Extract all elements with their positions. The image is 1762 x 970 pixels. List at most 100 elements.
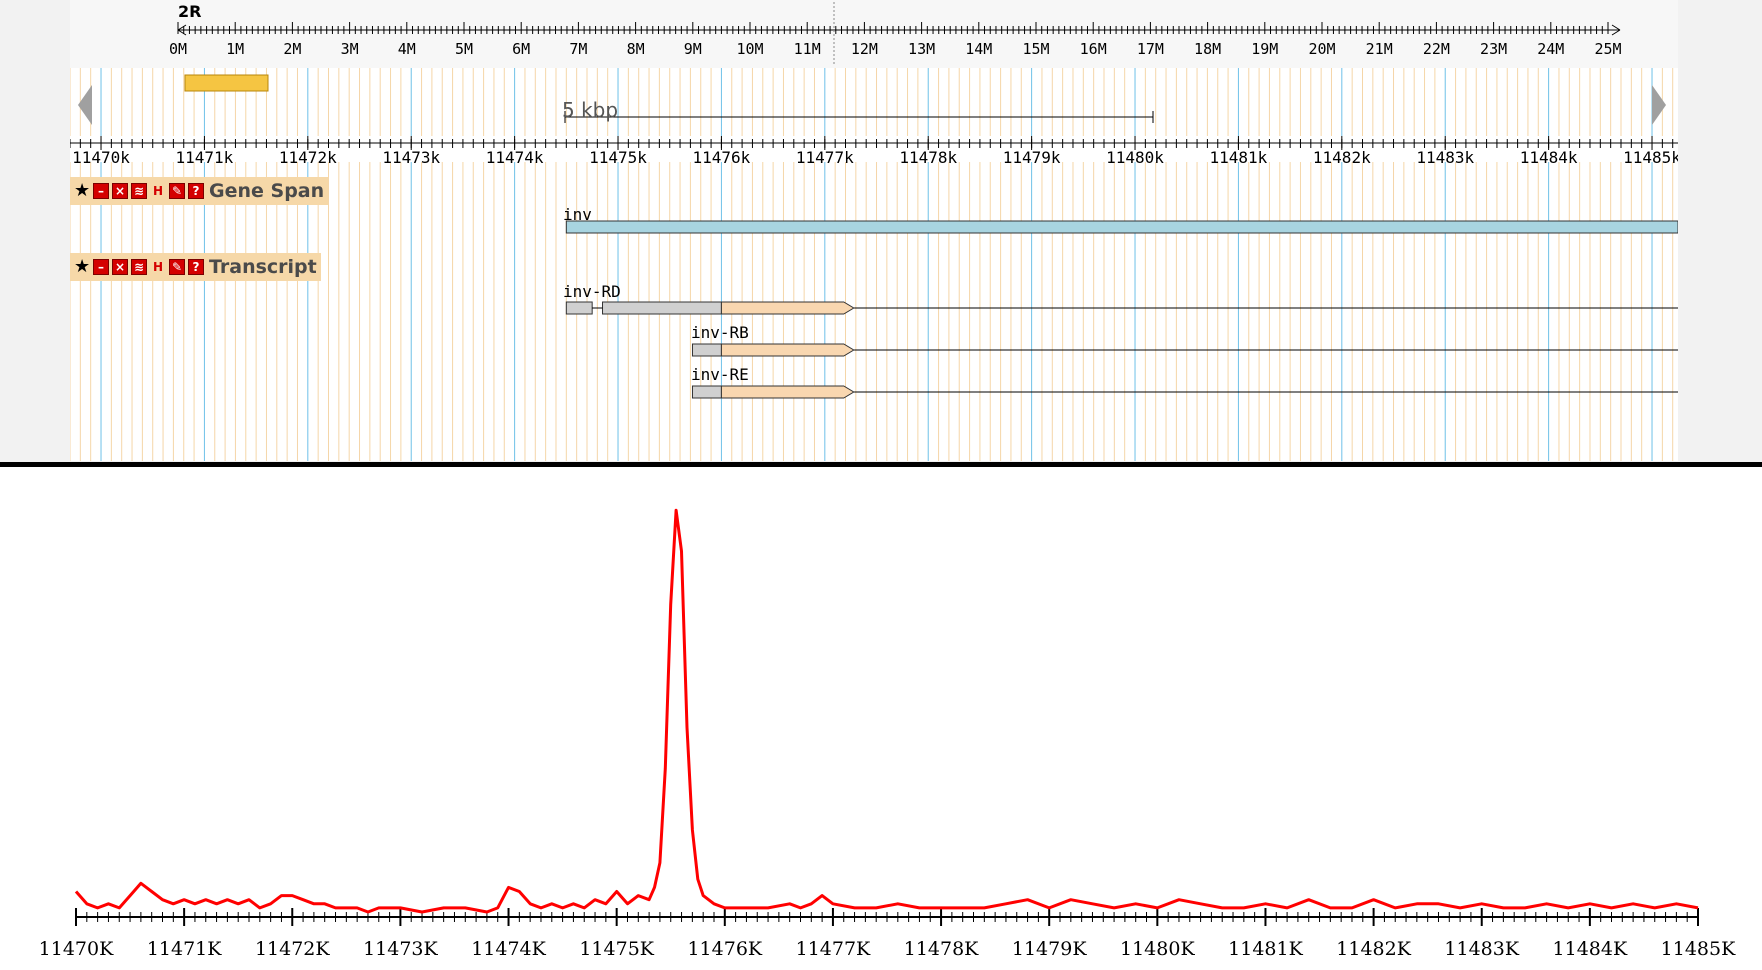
overview-ruler[interactable]: 2R 0M 1M 2M 3M 4M 5M 6M 7M 8M 9M 10M 11M 12M 13M 14M 15M… <box>70 0 1678 68</box>
ruler-tick-label: 11484k <box>1520 148 1578 167</box>
ruler-tick-label: 11473k <box>382 148 440 167</box>
overview-tick-label: 5M <box>455 40 473 58</box>
help-icon[interactable]: ? <box>188 259 204 275</box>
signal-tick-label: 11475K <box>579 938 654 960</box>
star-icon[interactable]: ★ <box>73 180 91 201</box>
signal-tick-label: 11482K <box>1336 938 1411 960</box>
signal-tick-label: 11485K <box>1661 938 1736 960</box>
overview-tick-label: 21M <box>1366 40 1393 58</box>
transcript-label: inv-RD <box>563 282 621 301</box>
panel-divider <box>0 462 1762 467</box>
overview-arrows <box>177 24 1621 36</box>
signal-tick-label: 11480K <box>1120 938 1195 960</box>
overview-tick-label: 8M <box>627 40 645 58</box>
scroll-right-icon[interactable] <box>1652 85 1666 125</box>
detail-tracks[interactable]: 11470k 11471k 11472k 11473k 11474k 11475k 1147… <box>70 68 1678 461</box>
ruler-tick-label: 11470k <box>72 148 130 167</box>
ruler-tick-label: 11480k <box>1106 148 1164 167</box>
cds-block <box>720 301 855 315</box>
bookmark-icon[interactable]: H <box>152 184 164 198</box>
ruler-tick-label: 11482k <box>1313 148 1371 167</box>
configure-icon[interactable]: ✎ <box>169 259 185 275</box>
overview-tick-label: 1M <box>226 40 244 58</box>
signal-tick-label: 11473K <box>363 938 438 960</box>
chromosome-overview[interactable]: 2R 0M 1M 2M 3M 4M 5M 6M 7M 8M 9M 10M 11M 12M 13M 14M 15M… <box>70 0 1678 68</box>
ruler-tick-label: 11483k <box>1416 148 1474 167</box>
utr-block <box>691 385 722 399</box>
overview-tick-label: 19M <box>1251 40 1278 58</box>
ruler-tick-label: 11477k <box>796 148 854 167</box>
star-icon[interactable]: ★ <box>73 256 91 277</box>
signal-tick-label: 11481K <box>1228 938 1303 960</box>
detail-background <box>70 68 1678 461</box>
ruler-background <box>70 136 1678 162</box>
overview-highlight <box>184 74 269 92</box>
overview-tick-label: 11M <box>794 40 821 58</box>
overview-tick-label: 12M <box>851 40 878 58</box>
cds-block <box>720 385 855 399</box>
bookmark-icon[interactable]: H <box>152 260 164 274</box>
track-name: Transcript <box>209 256 317 278</box>
utr-block <box>691 343 722 357</box>
signal-chart: 11470K 11471K 11472K 11473K 11474K 11475K 1147… <box>39 508 1736 960</box>
overview-tick-label: 3M <box>341 40 359 58</box>
track-label-transcript[interactable]: ★ – × ≋ H ✎ ? Transcript <box>70 253 321 281</box>
overview-tick-label: 0M <box>169 40 187 58</box>
ruler-tick-label: 11472k <box>279 148 337 167</box>
signal-tick-label: 11470K <box>39 938 114 960</box>
overview-tick-label: 6M <box>512 40 530 58</box>
signal-tick-label: 11476K <box>687 938 762 960</box>
chromosome-label: 2R <box>178 2 201 21</box>
genome-browser-panel: 2R 0M 1M 2M 3M 4M 5M 6M 7M 8M 9M 10M 11M 12M 13M 14M 15M… <box>0 0 1762 465</box>
overview-tick-label: 7M <box>569 40 587 58</box>
signal-tick-label: 11483K <box>1444 938 1519 960</box>
minimize-icon[interactable]: – <box>93 259 109 275</box>
gene-span-bar <box>565 220 1678 234</box>
track-name: Gene Span <box>209 180 325 202</box>
overview-tick-label: 9M <box>684 40 702 58</box>
overview-tick-label: 17M <box>1137 40 1164 58</box>
signal-tick-label: 11474K <box>471 938 546 960</box>
utr-block <box>602 301 722 315</box>
ruler-tick-label: 11476k <box>693 148 751 167</box>
scale-bar-label: 5 kbp <box>562 98 619 122</box>
overview-tick-label: 20M <box>1308 40 1335 58</box>
overview-tick-label: 24M <box>1537 40 1564 58</box>
ruler-tick-label: 11471k <box>176 148 234 167</box>
overview-tick-label: 22M <box>1423 40 1450 58</box>
scroll-left-icon[interactable] <box>78 85 92 125</box>
overview-tick-label: 16M <box>1080 40 1107 58</box>
overview-tick-label: 10M <box>736 40 763 58</box>
help-icon[interactable]: ? <box>188 183 204 199</box>
ruler-tick-label: 11475k <box>589 148 647 167</box>
ruler-tick-label: 11485k <box>1623 148 1678 167</box>
detail-view[interactable]: 11470k 11471k 11472k 11473k 11474k 11475k 1147… <box>70 68 1678 461</box>
rss-icon[interactable]: ≋ <box>131 259 147 275</box>
overview-tick-label: 25M <box>1594 40 1621 58</box>
close-icon[interactable]: × <box>112 183 128 199</box>
overview-tick-label: 2M <box>283 40 301 58</box>
overview-tick-label: 18M <box>1194 40 1221 58</box>
transcript-label: inv-RE <box>691 365 749 384</box>
utr-block <box>565 301 593 315</box>
ruler-tick-label: 11481k <box>1210 148 1268 167</box>
transcript-label: inv-RB <box>691 323 749 342</box>
overview-tick-label: 15M <box>1022 40 1049 58</box>
signal-tick-label: 11484K <box>1553 938 1628 960</box>
signal-tick-label: 11479K <box>1012 938 1087 960</box>
ruler-tick-label: 11474k <box>486 148 544 167</box>
minimize-icon[interactable]: – <box>93 183 109 199</box>
signal-line <box>74 508 1699 914</box>
overview-tick-label: 4M <box>398 40 416 58</box>
close-icon[interactable]: × <box>112 259 128 275</box>
gene-label: inv <box>563 205 592 224</box>
signal-tick-label: 11471K <box>147 938 222 960</box>
rss-icon[interactable]: ≋ <box>131 183 147 199</box>
overview-tick-label: 14M <box>965 40 992 58</box>
ruler-tick-label: 11479k <box>1003 148 1061 167</box>
signal-plot-panel: 11470K 11471K 11472K 11473K 11474K 11475K 1147… <box>0 467 1762 970</box>
cds-block <box>720 343 855 357</box>
track-label-gene-span[interactable]: ★ – × ≋ H ✎ ? Gene Span <box>70 177 329 205</box>
configure-icon[interactable]: ✎ <box>169 183 185 199</box>
signal-tick-label: 11478K <box>904 938 979 960</box>
